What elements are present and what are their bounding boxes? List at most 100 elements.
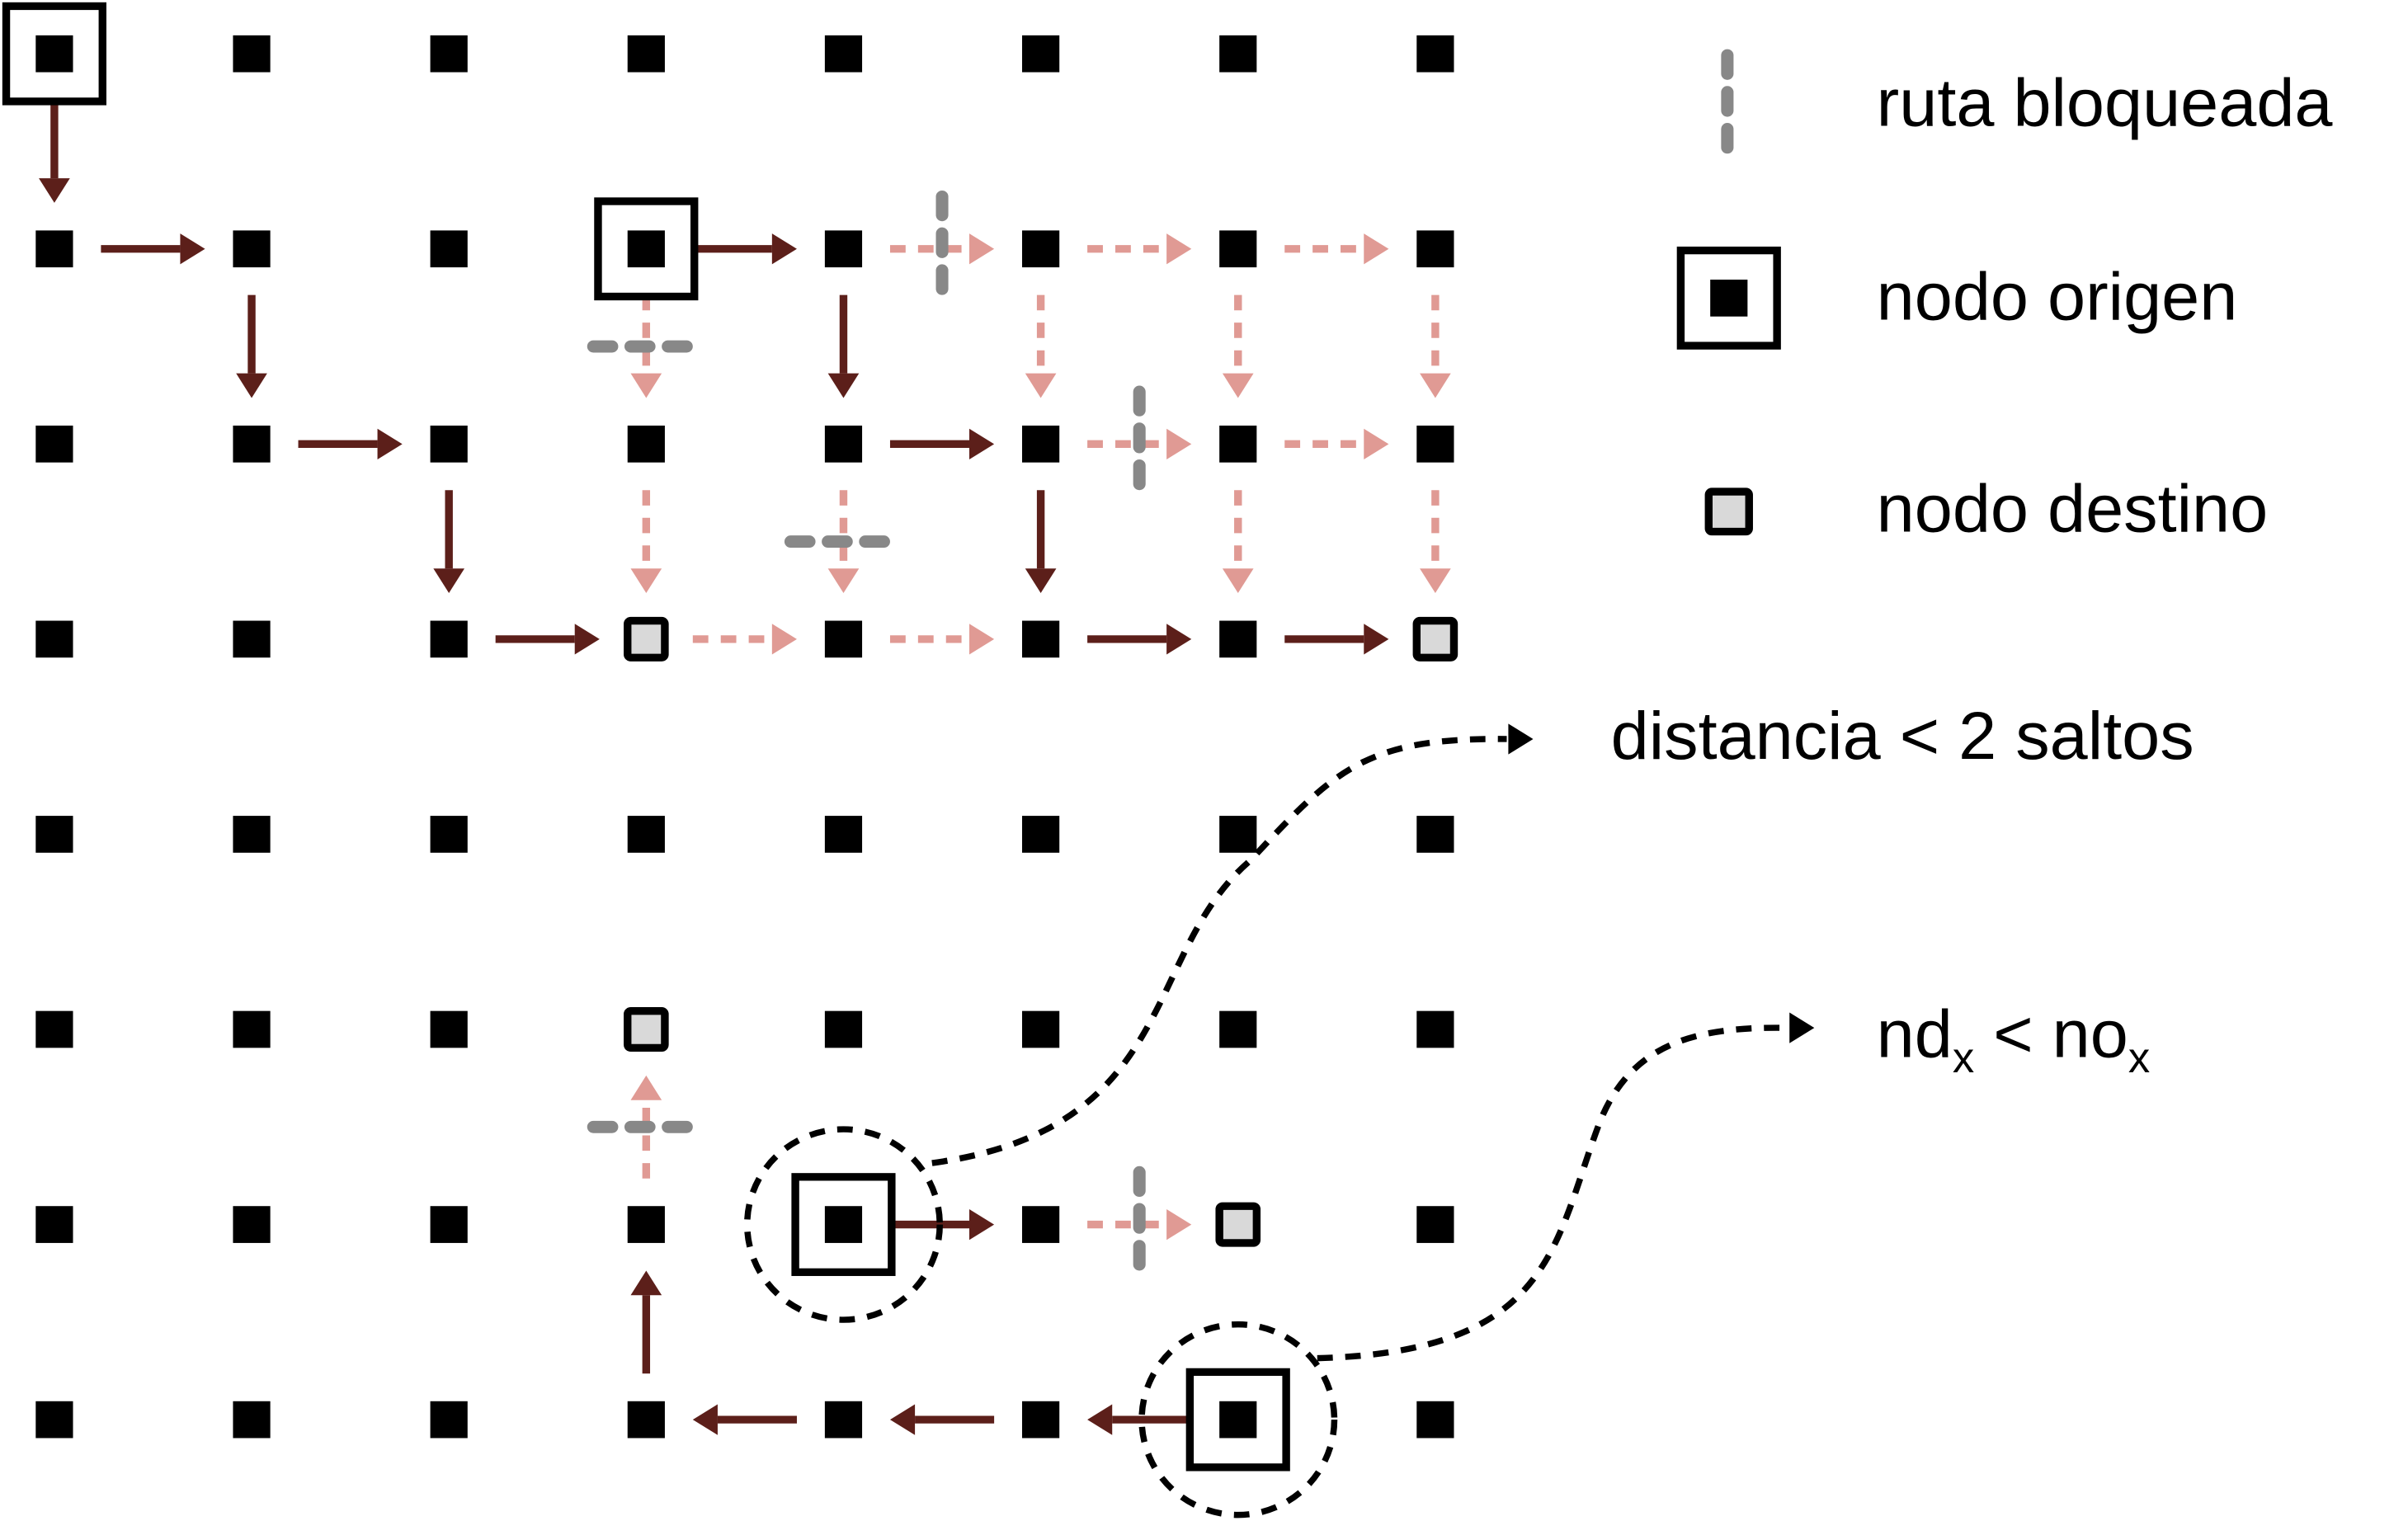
coordinate-annotation-a: nd [1876, 996, 1953, 1073]
solid-route-arrow-15 [692, 1404, 797, 1435]
source-node-frame-4-6 [791, 1173, 896, 1276]
solid-route-arrow-9 [1025, 490, 1057, 594]
dashed-route-arrow-15-head [1166, 1208, 1192, 1241]
annotation-curve-distance-head [1508, 723, 1534, 755]
solid-route-arrow-2-head [236, 373, 267, 398]
solid-route-arrow-16-head [630, 1270, 662, 1296]
grid-node-1-1 [233, 230, 271, 268]
dashed-route-arrow-10 [827, 490, 860, 594]
coordinate-annotation-b-sub: x [2128, 1034, 2151, 1082]
solid-route-arrow-15-head [692, 1404, 718, 1435]
solid-route-arrow-1 [101, 233, 205, 265]
grid-node-6-5 [1219, 1010, 1257, 1048]
solid-route-arrow-11-head [1364, 624, 1389, 655]
grid-node-2-2 [430, 425, 468, 463]
grid-node-5-1 [1022, 230, 1060, 268]
grid-node-2-5 [430, 1010, 468, 1048]
grid-node-7-5 [1416, 1010, 1454, 1048]
dashed-route-arrow-14-head [968, 624, 995, 655]
grid-node-4-4 [824, 816, 863, 853]
grid-node-6-2 [1219, 425, 1257, 463]
grid-node-6-7 [1219, 1401, 1257, 1439]
solid-route-arrow-12-head [968, 1208, 995, 1241]
grid-node-0-3 [35, 620, 73, 658]
dashed-route-arrow-7-head [1420, 373, 1451, 398]
grid-node-7-4 [1416, 816, 1454, 853]
dashed-route-arrow-5-head [1025, 373, 1057, 398]
grid-node-3-7 [627, 1401, 665, 1439]
dashed-route-arrow-1 [1087, 233, 1192, 265]
grid-node-3-2 [627, 425, 665, 463]
grid-node-5-5 [1022, 1010, 1060, 1048]
grid-node-4-5 [824, 1010, 863, 1048]
grid-node-4-7 [824, 1401, 863, 1439]
grid-node-0-6 [35, 1206, 73, 1243]
coordinate-annotation-a-sub: x [1952, 1034, 1975, 1082]
annotation-curve-coordinate-head [1789, 1012, 1815, 1043]
dashed-route-arrow-16 [630, 1075, 662, 1179]
dashed-route-arrow-0-head [968, 233, 995, 265]
blocked-route-marks [587, 190, 1146, 1283]
grid-node-3-0 [627, 35, 665, 73]
legend-symbols [1676, 49, 1781, 536]
legend-source-node-icon [1710, 280, 1748, 317]
annotation-curve-distance [931, 736, 1507, 1166]
grid-node-1-5 [233, 1010, 271, 1048]
solid-route-arrow-5-head [574, 624, 600, 655]
destination-node-3-3 [624, 616, 669, 662]
grid-node-6-0 [1219, 35, 1257, 73]
dashed-route-arrow-3 [630, 294, 662, 398]
dashed-annotation-circle-0 [743, 1126, 943, 1323]
solid-route-arrow-10 [1087, 624, 1192, 655]
grid-node-1-0 [233, 35, 271, 73]
solid-route-arrow-0 [39, 100, 70, 203]
solid-route-arrow-7-head [827, 373, 860, 398]
grid-node-2-6 [430, 1206, 468, 1243]
dashed-route-arrow-8 [1087, 428, 1192, 459]
dashed-route-arrow-14 [889, 624, 995, 655]
grid-node-7-1 [1416, 230, 1454, 268]
solid-route-arrow-13-head [1087, 1404, 1113, 1435]
grid-node-5-3 [1022, 620, 1060, 658]
solid-route-arrow-1-head [180, 233, 205, 265]
grid-node-1-3 [233, 620, 271, 658]
solid-route-arrow-8-head [968, 428, 995, 459]
grid-node-5-2 [1022, 425, 1060, 463]
grid-node-4-3 [824, 620, 863, 658]
dashed-route-arrow-3-head [630, 373, 662, 398]
grid-node-2-4 [430, 816, 468, 853]
dashed-route-arrow-12-head [1420, 568, 1451, 594]
solid-route-arrow-3-head [377, 428, 403, 459]
dashed-route-arrow-7 [1420, 294, 1451, 398]
solid-route-arrow-4-head [433, 568, 465, 594]
dashed-route-arrow-12 [1420, 490, 1451, 594]
distance-annotation: distancia < 2 saltos [1610, 699, 2194, 775]
grid-node-1-2 [233, 425, 271, 463]
solid-route-arrow-5 [495, 624, 600, 655]
grid-node-4-1 [824, 230, 863, 268]
solid-route-arrow-12 [889, 1208, 995, 1241]
coordinate-annotation-op: < [1974, 996, 2052, 1073]
solid-route-arrow-16 [630, 1270, 662, 1374]
dashed-route-arrow-2 [1284, 233, 1389, 265]
coordinate-annotation: ndx < nox [1877, 1001, 2151, 1080]
destination-node-6-6 [1215, 1202, 1261, 1247]
dashed-route-arrow-8-head [1166, 428, 1192, 459]
grid-node-5-7 [1022, 1401, 1060, 1439]
grid-node-7-6 [1416, 1206, 1454, 1243]
grid-node-7-7 [1416, 1401, 1454, 1439]
dashed-route-arrow-1-head [1166, 233, 1192, 265]
dashed-route-arrow-9 [1284, 428, 1389, 459]
grid-node-3-1 [627, 230, 665, 268]
solid-route-arrow-14-head [889, 1404, 916, 1435]
grid-node-0-4 [35, 816, 73, 853]
grid-node-6-4 [1219, 816, 1257, 853]
legend-destination-node-label: nodo destino [1876, 471, 2269, 548]
legend-destination-node-icon [1704, 487, 1753, 536]
grid-node-0-2 [35, 425, 73, 463]
grid-node-5-6 [1022, 1206, 1060, 1243]
dashed-route-arrow-11 [1222, 490, 1254, 594]
legend-blocked-route-label: ruta bloqueada [1876, 66, 2333, 142]
grid-node-2-3 [430, 620, 468, 658]
grid-node-3-4 [627, 816, 665, 853]
